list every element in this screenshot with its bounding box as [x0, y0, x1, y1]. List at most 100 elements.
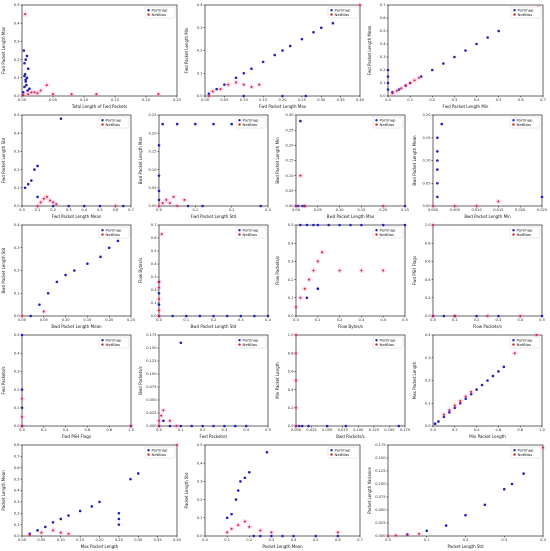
data-point [433, 422, 437, 426]
data-point [386, 68, 390, 72]
data-point [157, 189, 161, 193]
data-point [295, 406, 297, 409]
x-tick-label: 0.2 [211, 318, 217, 322]
data-point [418, 76, 420, 79]
scatter-panel: 0.0 0.2 0.4 0.6 0.8 1.0 0.0 0.1 0.2 0.3 0.4 0.5 Fwd … [0, 330, 137, 440]
x-tick-label: 0.6 [85, 428, 91, 432]
data-point [55, 203, 58, 206]
x-tick-label: 0.15 [83, 318, 91, 322]
legend-label: Portmap [517, 338, 534, 343]
y-tick-label: 0.5 [151, 249, 157, 253]
data-point [442, 415, 446, 419]
data-point [158, 315, 160, 317]
y-tick-label: 0.125 [146, 359, 156, 363]
data-point [436, 136, 439, 140]
x-tick-label: 0.1 [424, 538, 430, 542]
y-tick-label: 0.1 [14, 406, 20, 410]
x-tick-label: 0.6 [518, 98, 524, 102]
legend-label: Portmap [243, 118, 260, 123]
data-point [236, 489, 240, 492]
data-point [510, 482, 514, 486]
data-point [464, 49, 467, 52]
x-tick-label: 0.2 [50, 208, 56, 212]
y-tick-label: 0.100 [146, 372, 157, 376]
x-tick-label: 0.3 [269, 538, 275, 542]
x-axis-label: Bwd Packet Length Min [464, 214, 511, 219]
legend-label: Portmap [380, 228, 397, 233]
legend-box [144, 6, 176, 19]
data-point [21, 415, 23, 418]
series-portmap [28, 472, 140, 536]
legend-marker [513, 453, 516, 456]
data-point [207, 95, 210, 97]
data-point [448, 409, 451, 412]
data-point [480, 383, 484, 387]
scatter-panel: 0.0 0.1 0.2 0.3 0.00 0.05 0.10 0.15 0.20 0.25 Fwd … [137, 110, 274, 220]
data-point [184, 314, 188, 318]
x-tick-label: 0.4 [63, 428, 69, 432]
legend-marker [513, 9, 516, 12]
series-netbios [389, 5, 542, 96]
data-point [227, 83, 230, 86]
x-tick-label: 0.000 [428, 208, 439, 212]
x-tick-label: 0.0 [202, 538, 208, 542]
y-tick-label: 0.15 [422, 136, 430, 140]
legend-marker [147, 453, 150, 456]
y-tick-label: 0.025 [146, 411, 156, 415]
data-point [475, 388, 478, 391]
y-tick-label: 0.3 [151, 275, 157, 279]
x-tick-label: 0.3 [66, 208, 72, 212]
data-point [234, 424, 237, 428]
legend-label: Portmap [518, 448, 535, 453]
y-tick-label: 0.6 [380, 16, 386, 20]
data-point [194, 122, 197, 126]
y-tick-label: 0.5 [14, 333, 20, 337]
scatter-plot: 0.00 0.05 0.10 0.15 0.20 0.25 0.00 0.05 0.10 0.15… [275, 113, 409, 219]
series-netbios [441, 332, 540, 418]
series-portmap [406, 472, 525, 536]
data-point [250, 85, 253, 88]
data-point [201, 424, 204, 428]
x-tick-label: 0.05 [37, 538, 45, 542]
series-portmap [294, 119, 407, 208]
legend-box [509, 336, 541, 349]
data-point [382, 269, 385, 272]
legend-label: Portmap [152, 448, 169, 453]
y-tick-label: 0.20 [422, 113, 431, 117]
data-point [52, 201, 55, 204]
y-tick-label: 0.25 [285, 128, 293, 132]
data-point [33, 91, 36, 94]
data-point [250, 67, 253, 70]
data-point [387, 535, 389, 537]
y-tick-label: 0.3 [197, 26, 203, 30]
data-point [464, 397, 467, 400]
y-tick-label: 0.125 [375, 469, 385, 473]
y-tick-label: 0.2 [425, 379, 431, 383]
data-point [344, 424, 348, 428]
scatter-panel: 0.00 0.05 0.10 0.15 0.20 0.25 0.0 0.1 0.2 0.3 0.4 B… [0, 220, 137, 330]
x-axis-label: Fwd Packet Length Std [191, 214, 237, 219]
data-point [259, 534, 262, 538]
data-point [23, 85, 26, 89]
scatter-panel: 0.0 0.1 0.2 0.3 0.4 0.5 0.0 0.1 0.2 0.3 0.4 0.5 Flow… [274, 220, 411, 330]
data-point [300, 37, 304, 41]
y-axis-label: Packet Length Mean [1, 470, 6, 511]
data-point [436, 168, 439, 171]
legend-label: NetBios [518, 12, 533, 17]
data-point [292, 534, 295, 538]
data-point [242, 71, 246, 75]
x-tick-label: 0.3 [222, 428, 228, 432]
x-tick-label: 0.25 [127, 318, 135, 322]
data-point [21, 315, 23, 317]
data-point [243, 520, 246, 523]
x-tick-label: 0.25 [115, 538, 123, 542]
x-tick-label: 0.6 [335, 538, 341, 542]
data-point [157, 303, 161, 306]
series-netbios [27, 442, 180, 538]
data-point [469, 392, 473, 396]
data-point [225, 314, 229, 318]
y-tick-label: 0.0 [425, 424, 431, 428]
legend-label: Portmap [106, 228, 123, 233]
y-tick-label: 0.5 [197, 443, 203, 447]
y-tick-label: 0.05 [422, 181, 430, 185]
